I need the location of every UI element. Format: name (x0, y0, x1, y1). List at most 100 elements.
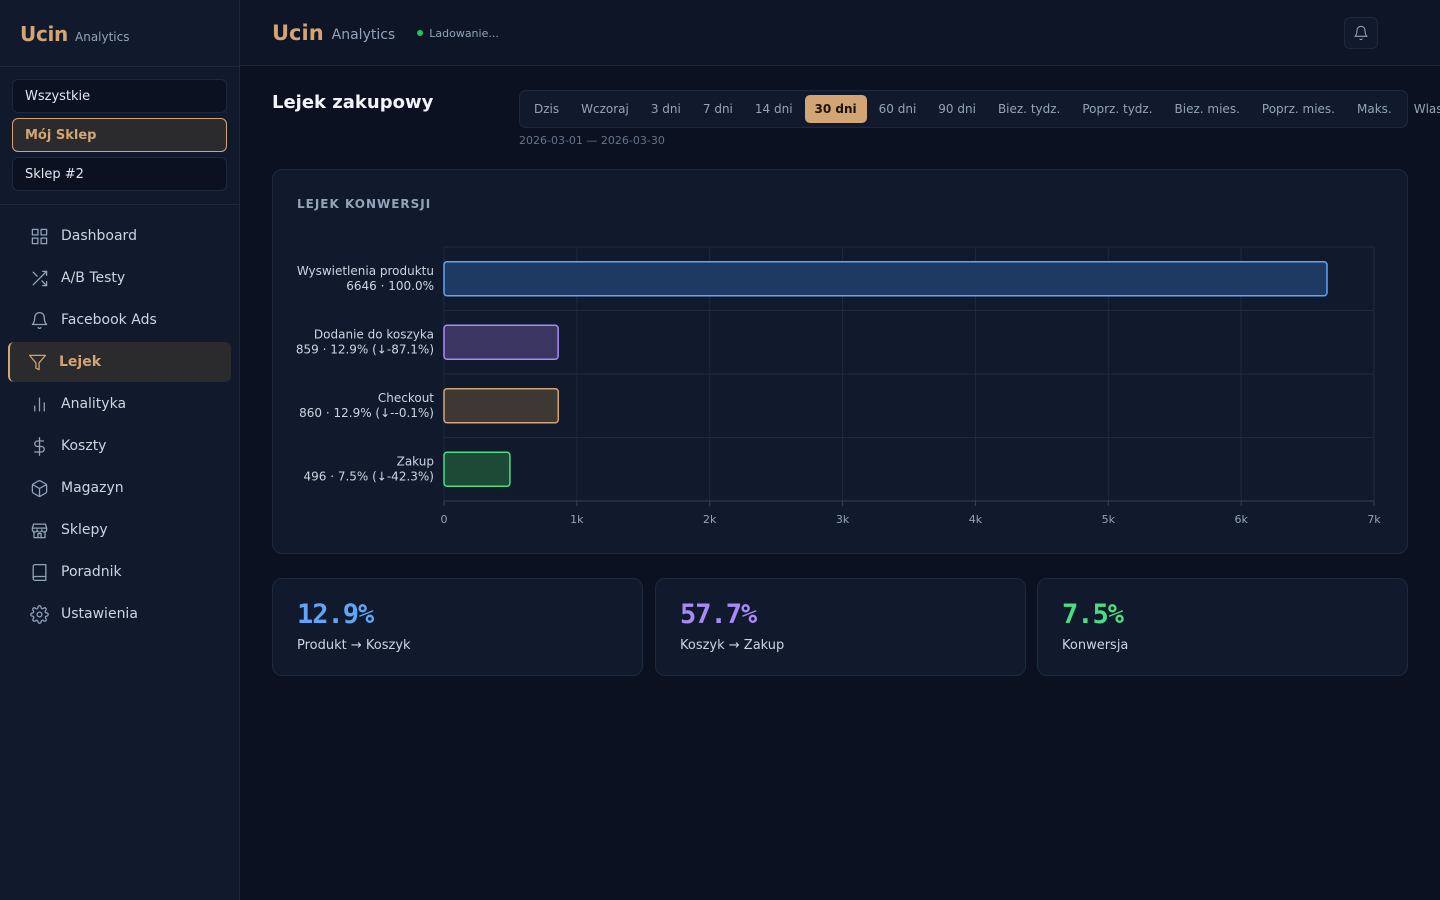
bell-icon (29, 310, 49, 330)
x-tick-label: 3k (836, 513, 850, 526)
sidebar-item-label: Sklepy (61, 522, 108, 538)
range-3-dni[interactable]: 3 dni (650, 102, 681, 116)
store-label: Mój Sklep (25, 127, 97, 143)
sidebar-item-label: Magazyn (61, 480, 124, 496)
x-tick-label: 6k (1234, 513, 1248, 526)
sidebar-item-label: Lejek (59, 354, 102, 370)
range-14-dni[interactable]: 14 dni (754, 102, 793, 116)
notifications-button[interactable] (1344, 17, 1378, 49)
kpi-card-conversion: 7.5% Konwersja (1037, 578, 1408, 676)
kpi-label: Konwersja (1062, 638, 1129, 653)
x-tick-label: 2k (703, 513, 717, 526)
filter-icon (27, 352, 47, 372)
sidebar: Ucin Analytics Wszystkie Mój Sklep Sklep… (0, 0, 240, 900)
sidebar-item-lejek[interactable]: Lejek (8, 342, 231, 382)
funnel-chart: 0 1k 2k 3k 4k 5k 6k 7k Wyswietlenia produktu6646… (296, 246, 1381, 526)
status-text: Ladowanie... (429, 26, 499, 40)
sidebar-item-label: A/B Testy (61, 270, 126, 286)
sidebar-brand: Ucin Analytics (0, 0, 239, 67)
sidebar-item-sklepy[interactable]: Sklepy (8, 510, 231, 550)
funnel-bar (443, 261, 1328, 297)
kpi-card-cart-purchase: 57.7% Koszyk → Zakup (655, 578, 1026, 676)
funnel-card: LEJEK KONWERSJI 0 1k 2k 3k 4k 5k 6k 7k Wyswietle… (272, 169, 1408, 554)
range-wlasny[interactable]: Wlasny (1413, 102, 1440, 116)
funnel-bar (443, 451, 511, 487)
loading-status: Ladowanie... (417, 27, 499, 40)
bar-chart-icon (29, 394, 49, 414)
range-30-dni[interactable]: 30 dni (804, 95, 867, 123)
header-title: Ucin (272, 20, 324, 45)
range-poprz-tydz[interactable]: Poprz. tydz. (1082, 102, 1153, 116)
gear-icon (29, 604, 49, 624)
sidebar-item-label: Poradnik (61, 564, 122, 580)
date-range-text: 2026-03-01 — 2026-03-30 (519, 134, 665, 147)
range-biez-mies[interactable]: Biez. mies. (1174, 102, 1240, 116)
chart-title: LEJEK KONWERSJI (297, 197, 432, 211)
brand-sub: Analytics (75, 30, 130, 44)
top-header: Ucin Analytics Ladowanie... (240, 0, 1440, 66)
book-icon (29, 562, 49, 582)
sidebar-item-label: Dashboard (61, 228, 137, 244)
store-sklep-2[interactable]: Sklep #2 (12, 157, 227, 191)
header-subtitle: Analytics (331, 26, 396, 43)
sidebar-item-label: Analityka (61, 396, 127, 412)
store-all[interactable]: Wszystkie (12, 79, 227, 113)
data-label: 6646 · 100.0% (346, 279, 434, 293)
sidebar-item-facebook-ads[interactable]: Facebook Ads (8, 300, 231, 340)
sidebar-item-label: Facebook Ads (61, 312, 157, 328)
data-label: 859 · 12.9% (↓-87.1%) (296, 342, 434, 356)
category-label: Checkout (378, 391, 434, 405)
store-label: Wszystkie (25, 88, 91, 104)
dollar-icon (29, 436, 49, 456)
kpi-label: Produkt → Koszyk (297, 638, 411, 653)
store-label: Sklep #2 (25, 166, 84, 182)
grid-icon (29, 226, 49, 246)
funnel-bar (443, 388, 560, 424)
box-icon (29, 478, 49, 498)
range-poprz-mies[interactable]: Poprz. mies. (1261, 102, 1335, 116)
x-tick-label: 5k (1102, 513, 1116, 526)
brand-name: Ucin (20, 22, 68, 46)
range-wczoraj[interactable]: Wczoraj (581, 102, 629, 116)
x-tick-label: 7k (1367, 513, 1381, 526)
sidebar-item-dashboard[interactable]: Dashboard (8, 216, 231, 256)
sidebar-item-label: Ustawienia (61, 606, 138, 622)
kpi-label: Koszyk → Zakup (680, 638, 785, 653)
shuffle-icon (29, 268, 49, 288)
sidebar-item-ustawienia[interactable]: Ustawienia (8, 594, 231, 634)
sidebar-item-label: Koszty (61, 438, 107, 454)
status-dot-icon (417, 30, 424, 36)
data-label: 496 · 7.5% (↓-42.3%) (303, 469, 434, 483)
range-60-dni[interactable]: 60 dni (878, 102, 917, 116)
data-label: 860 · 12.9% (↓--0.1%) (299, 406, 434, 420)
range-maks[interactable]: Maks. (1357, 102, 1392, 116)
sidebar-item-ab-testy[interactable]: A/B Testy (8, 258, 231, 298)
sidebar-item-analityka[interactable]: Analityka (8, 384, 231, 424)
category-label: Zakup (397, 454, 434, 468)
x-tick-label: 0 (441, 513, 448, 526)
bell-icon (1353, 25, 1369, 41)
kpi-card-product-cart: 12.9% Produkt → Koszyk (272, 578, 643, 676)
x-tick-label: 4k (969, 513, 983, 526)
funnel-bar (443, 324, 559, 360)
range-90-dni[interactable]: 90 dni (938, 102, 976, 116)
range-7-dni[interactable]: 7 dni (702, 102, 733, 116)
store-switcher: Wszystkie Mój Sklep Sklep #2 (0, 67, 239, 205)
x-tick-label: 1k (570, 513, 584, 526)
category-label: Wyswietlenia produktu (297, 264, 434, 278)
store-moj-sklep[interactable]: Mój Sklep (12, 118, 227, 152)
sidebar-item-koszty[interactable]: Koszty (8, 426, 231, 466)
sidebar-item-magazyn[interactable]: Magazyn (8, 468, 231, 508)
kpi-value: 57.7% (680, 599, 757, 630)
kpi-row: 12.9% Produkt → Koszyk 57.7% Koszyk → Za… (272, 578, 1408, 676)
range-dzis[interactable]: Dzis (534, 102, 560, 116)
range-biez-tydz[interactable]: Biez. tydz. (997, 102, 1061, 116)
sidebar-item-poradnik[interactable]: Poradnik (8, 552, 231, 592)
page-title: Lejek zakupowy (272, 92, 434, 113)
category-label: Dodanie do koszyka (314, 327, 434, 341)
sidebar-nav: Dashboard A/B Testy Facebook Ads Lejek A… (0, 205, 239, 634)
store-icon (29, 520, 49, 540)
date-range-selector: Dzis Wczoraj 3 dni 7 dni 14 dni 30 dni 6… (519, 90, 1440, 128)
kpi-value: 12.9% (297, 599, 374, 630)
kpi-value: 7.5% (1062, 599, 1124, 630)
